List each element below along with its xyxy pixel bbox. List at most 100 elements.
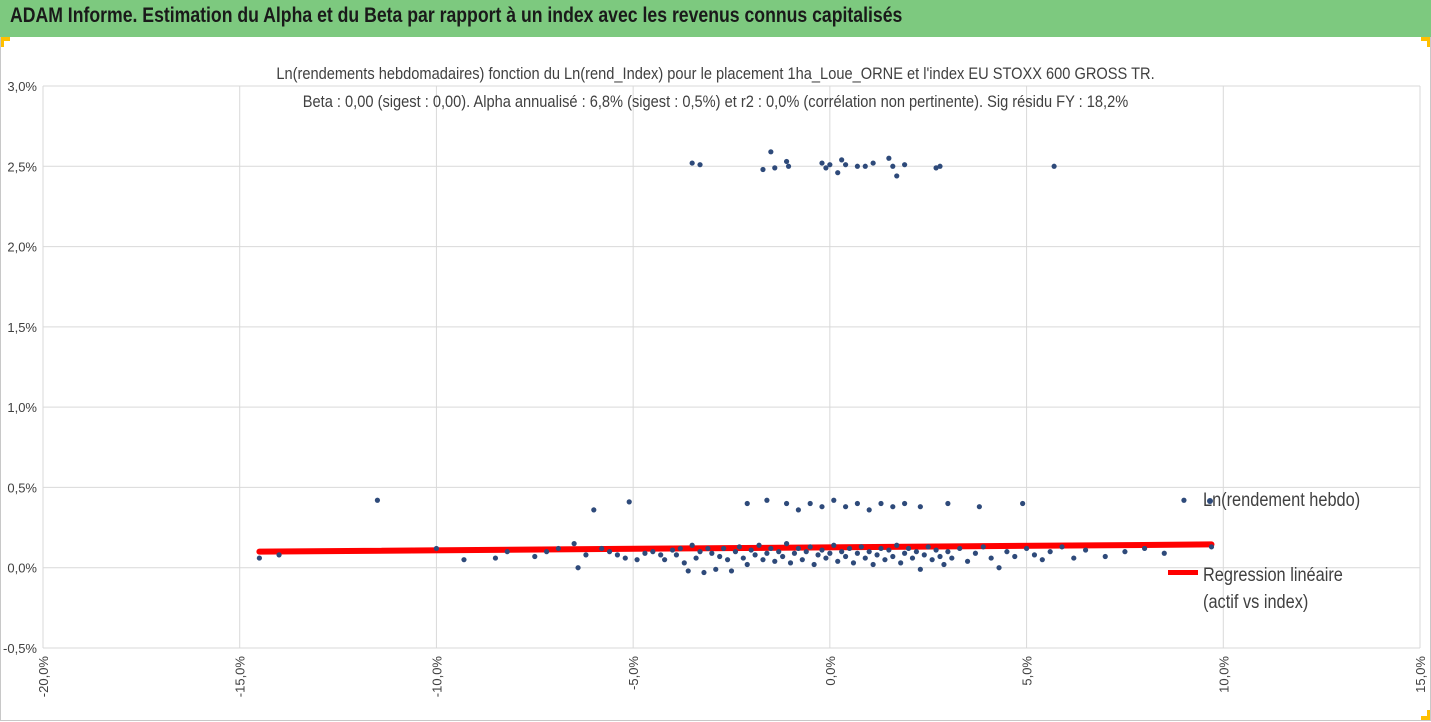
data-point — [988, 555, 994, 561]
data-point — [591, 507, 597, 513]
data-point — [831, 542, 837, 548]
data-point — [650, 549, 656, 555]
data-point — [768, 149, 774, 155]
data-point — [819, 504, 825, 510]
data-point — [850, 560, 857, 566]
data-point — [894, 173, 900, 179]
y-tick-label: 0,0% — [7, 561, 37, 576]
y-tick-label: 3,0% — [7, 79, 37, 94]
chart-title-line1: Ln(rendements hebdomadaires) fonction du… — [276, 64, 1155, 83]
data-point — [1122, 549, 1128, 555]
data-point — [854, 550, 860, 556]
data-point — [764, 550, 770, 556]
data-point — [461, 557, 467, 563]
data-point — [642, 550, 648, 556]
x-tick-label: -20,0% — [36, 656, 51, 698]
data-point — [543, 549, 550, 555]
data-point — [980, 544, 986, 550]
data-point — [811, 561, 817, 568]
data-point — [1047, 549, 1053, 555]
data-point — [1181, 497, 1187, 503]
data-point — [933, 547, 939, 553]
data-point — [823, 165, 829, 171]
data-point — [1161, 550, 1167, 556]
data-point — [626, 499, 632, 505]
data-point — [890, 163, 896, 169]
data-point — [764, 497, 770, 503]
data-point — [791, 550, 798, 556]
data-point — [1208, 544, 1215, 550]
x-tick-label: 15,0% — [1413, 656, 1428, 693]
data-point — [1051, 163, 1057, 169]
y-tick-label: 0,5% — [7, 480, 37, 495]
data-point — [862, 555, 868, 561]
data-point — [933, 165, 939, 171]
data-point — [945, 500, 951, 507]
chart-title-line2: Beta : 0,00 (sigest : 0,00). Alpha annua… — [302, 92, 1129, 111]
data-point — [839, 157, 845, 163]
data-point — [921, 552, 927, 558]
data-point — [689, 542, 695, 548]
data-point — [795, 545, 801, 552]
data-point — [858, 544, 864, 550]
data-point — [972, 550, 979, 556]
corner-accent-right-v — [1427, 37, 1431, 47]
x-tick-label: 10,0% — [1216, 656, 1231, 693]
data-point — [890, 504, 896, 510]
data-point — [785, 163, 792, 169]
y-tick-label: 1,5% — [7, 320, 37, 335]
data-point — [658, 552, 664, 558]
data-point — [760, 557, 766, 563]
data-point — [831, 497, 837, 503]
data-point — [583, 552, 589, 558]
legend-label-returns: Ln(rendement hebdo) — [1203, 490, 1361, 511]
y-tick-label: -0,5% — [3, 641, 37, 656]
page-title: ADAM Informe. Estimation du Alpha et du … — [10, 4, 903, 27]
data-point — [717, 553, 723, 560]
data-point — [976, 504, 982, 510]
data-point — [957, 545, 963, 552]
data-point — [949, 555, 955, 561]
data-point — [937, 553, 943, 560]
data-point — [673, 552, 680, 558]
data-point — [902, 162, 908, 168]
data-point — [776, 549, 782, 555]
data-point — [492, 555, 499, 561]
legend-line-marker — [1168, 570, 1198, 575]
y-tick-label: 2,0% — [7, 240, 37, 255]
data-point — [854, 500, 860, 507]
data-point — [815, 552, 821, 558]
x-tick-label: -15,0% — [233, 656, 248, 698]
regression-line — [256, 541, 1215, 555]
data-point — [842, 504, 849, 510]
data-point — [744, 500, 750, 507]
corner-accent-right — [1421, 37, 1431, 41]
data-point — [886, 155, 892, 161]
legend-label-regression: Regression linéaire (actif vs index) — [1203, 565, 1343, 613]
corner-accent-left — [0, 37, 10, 41]
data-point — [1039, 557, 1045, 563]
data-point — [1142, 545, 1148, 552]
data-point — [697, 549, 703, 555]
data-point — [803, 549, 809, 555]
data-point — [1012, 553, 1018, 560]
data-point — [606, 549, 613, 555]
data-point — [964, 558, 971, 564]
data-point — [925, 544, 931, 550]
data-point — [898, 560, 904, 566]
data-point — [890, 553, 896, 560]
corner-accent-left-v — [0, 37, 4, 47]
data-point — [862, 163, 868, 169]
data-point — [571, 541, 577, 547]
data-point — [886, 547, 892, 553]
data-point — [740, 555, 746, 561]
data-point — [913, 549, 920, 555]
data-point — [929, 557, 935, 563]
data-point — [721, 545, 727, 552]
data-point — [866, 507, 872, 513]
data-point — [878, 500, 884, 507]
data-point — [874, 552, 880, 558]
corner-accent-bottom-right-v — [1427, 710, 1431, 720]
data-point — [713, 566, 719, 572]
